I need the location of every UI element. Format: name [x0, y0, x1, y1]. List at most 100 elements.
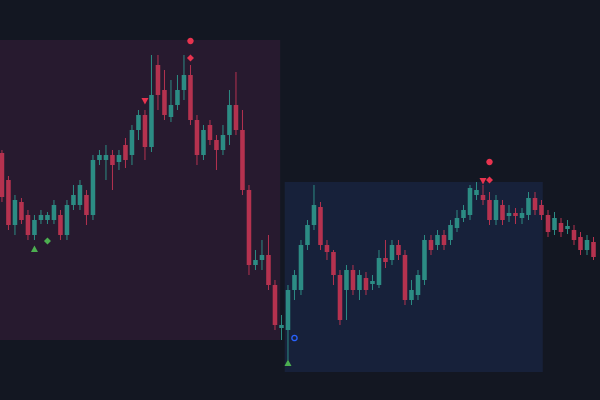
candle-body	[506, 213, 512, 216]
candle-body	[123, 145, 128, 160]
candle-body	[84, 195, 89, 215]
candle-body	[64, 205, 70, 235]
candle-body	[591, 242, 596, 257]
candle-body	[181, 75, 187, 90]
candle-body	[454, 218, 460, 228]
candle-body	[428, 240, 434, 250]
candle-body	[19, 202, 24, 220]
candle-body	[116, 155, 122, 162]
candle-body	[383, 258, 388, 262]
candle-body	[487, 200, 492, 220]
candle-body	[441, 235, 447, 245]
candle-body	[227, 105, 232, 135]
candle-body	[337, 275, 343, 320]
candle-body	[350, 270, 356, 290]
candle-body	[318, 207, 323, 245]
candle-body	[162, 90, 167, 115]
candle-body	[103, 155, 109, 160]
candle-body	[578, 237, 583, 250]
candle-body	[38, 215, 44, 220]
candle-body	[331, 252, 336, 275]
candle-body	[149, 95, 154, 147]
candle-body	[58, 215, 63, 235]
signal-marker	[479, 178, 487, 185]
candle-body	[305, 225, 310, 245]
candle-body	[532, 198, 538, 210]
candle-body	[571, 230, 577, 240]
candle-body	[97, 155, 102, 160]
candle-body	[474, 190, 479, 195]
candle-body	[370, 281, 375, 284]
signal-marker	[141, 98, 149, 105]
candle-body	[519, 213, 525, 218]
zone	[0, 40, 281, 340]
candle-body	[201, 130, 206, 155]
candle-body	[259, 255, 265, 260]
candle-body	[344, 270, 349, 290]
signal-marker	[187, 37, 194, 45]
candle-body	[500, 205, 505, 220]
candle-body	[389, 245, 395, 260]
candle-body	[51, 205, 57, 220]
zone	[284, 182, 543, 372]
candle-body	[0, 153, 5, 197]
candle-body	[77, 185, 83, 205]
candle-body	[142, 115, 148, 147]
candle-body	[188, 75, 193, 120]
candle-body	[545, 215, 551, 232]
signal-marker	[485, 176, 493, 184]
candle-body	[435, 235, 440, 245]
signal-marker	[486, 158, 493, 166]
candle-body	[565, 226, 570, 229]
candle-body	[25, 215, 31, 235]
candle-body	[168, 105, 174, 117]
candle-body	[558, 223, 564, 232]
candle-body	[129, 130, 135, 155]
candle-body	[272, 285, 278, 325]
candle-body	[402, 255, 408, 300]
candle-body	[45, 215, 50, 220]
candle-body	[220, 135, 226, 150]
candle-body	[194, 120, 200, 155]
candle-body	[448, 225, 453, 240]
candle-body	[253, 260, 258, 265]
candle-body	[422, 240, 427, 280]
candle-body	[461, 210, 466, 218]
signal-marker	[30, 245, 38, 252]
candle-body	[513, 213, 518, 216]
candle-body	[298, 245, 304, 290]
candle-body	[175, 90, 180, 105]
signal-marker	[291, 334, 298, 342]
candle-body	[396, 245, 401, 255]
candle-body	[526, 198, 531, 215]
candle-body	[539, 205, 544, 215]
candle-body	[266, 255, 271, 285]
candle-body	[552, 218, 557, 230]
signal-marker	[284, 359, 292, 366]
candle-body	[12, 200, 18, 225]
candle-body	[584, 240, 590, 250]
candle-body	[90, 160, 96, 215]
candle-body	[6, 180, 11, 225]
candle-body	[324, 245, 330, 252]
candle-body	[155, 65, 161, 95]
candle-body	[493, 200, 499, 220]
candle-body	[207, 125, 213, 140]
candle-body	[246, 190, 252, 265]
candle-body	[285, 290, 291, 330]
candle-body	[357, 275, 362, 290]
candle-body	[409, 290, 414, 300]
candle-body	[136, 115, 141, 130]
candle-body	[467, 188, 473, 215]
candle-body	[279, 325, 284, 328]
candle-body	[292, 275, 297, 290]
signal-marker	[186, 54, 194, 62]
candle-body	[363, 278, 369, 290]
candle-body	[214, 140, 219, 150]
candle-body	[311, 205, 317, 225]
candle-body	[233, 105, 239, 130]
candle-body	[415, 275, 421, 295]
candle-body	[240, 130, 245, 190]
candle-body	[480, 195, 486, 200]
